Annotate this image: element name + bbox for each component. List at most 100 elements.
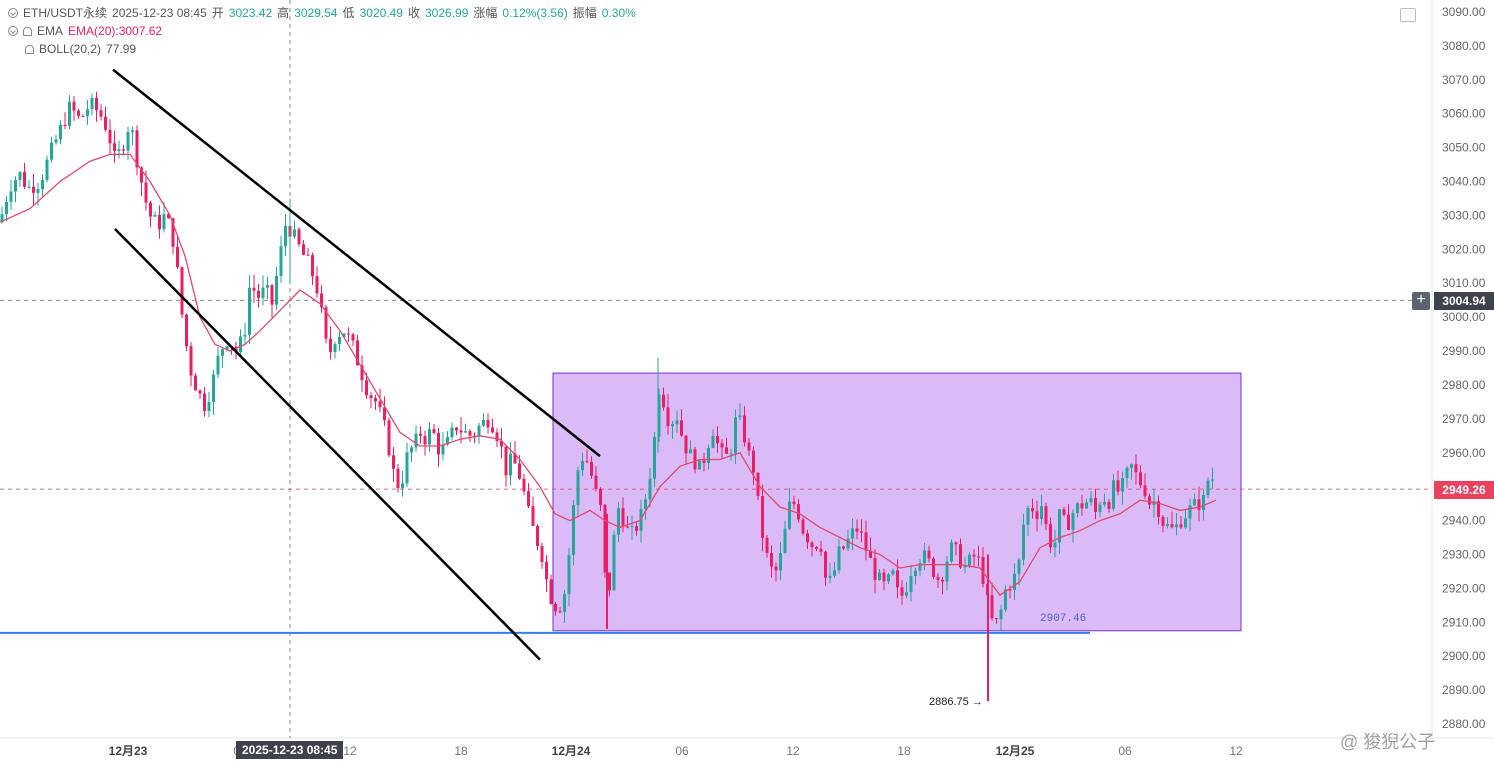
candle-body	[167, 214, 170, 219]
candle-body	[666, 407, 670, 427]
candle-body	[1008, 589, 1012, 591]
candle-body	[1166, 524, 1169, 526]
price-tick-label: 3060.00	[1442, 107, 1486, 121]
candle-body	[806, 533, 809, 543]
candle-body	[437, 433, 440, 455]
candle-body	[95, 97, 98, 111]
candle-body	[545, 561, 548, 580]
candle-body	[536, 525, 539, 547]
candle-body	[311, 255, 314, 277]
price-tick-label: 2880.00	[1442, 717, 1486, 731]
candle-body	[684, 435, 688, 454]
candle-body	[18, 172, 22, 181]
candle-body	[50, 142, 53, 160]
watermark: @ 狻猊公子	[1340, 732, 1436, 752]
candle-body	[833, 570, 836, 576]
candle-body	[221, 349, 224, 356]
candle-body	[716, 435, 719, 444]
candle-body	[1067, 514, 1070, 530]
candle-body	[698, 460, 701, 470]
support-label: 2907.46	[1040, 613, 1086, 625]
price-tick-label: 3080.00	[1442, 39, 1486, 53]
candle-body	[1112, 480, 1115, 509]
time-tick-label: 12月24	[552, 744, 591, 758]
collapse-chevron-icon[interactable]	[8, 26, 18, 36]
candle-body	[842, 546, 845, 549]
candle-body	[725, 447, 728, 454]
candle-body	[1071, 513, 1075, 530]
candle-body	[810, 542, 814, 548]
candle-body	[450, 427, 454, 438]
bell-icon[interactable]	[25, 44, 34, 54]
candle-body	[117, 149, 121, 152]
candle-body	[126, 132, 130, 151]
candle-body	[491, 427, 494, 433]
candle-body	[608, 572, 611, 591]
candle-body	[891, 570, 895, 575]
candle-body	[1139, 472, 1142, 486]
candle-body	[599, 488, 602, 505]
candle-body	[1206, 480, 1210, 496]
candle-body	[86, 109, 89, 117]
candle-body	[860, 531, 863, 533]
close-value: 3026.99	[425, 6, 469, 20]
candle-body	[90, 97, 94, 110]
price-tick-label: 2940.00	[1442, 514, 1486, 528]
candle-body	[752, 450, 755, 473]
candle-body	[747, 442, 751, 451]
candle-body	[365, 380, 368, 396]
candle-body	[1179, 524, 1183, 528]
candle-body	[401, 483, 404, 489]
candle-body	[45, 159, 49, 181]
candle-body	[306, 254, 310, 256]
price-tick-label: 3020.00	[1442, 242, 1486, 256]
candle-body	[477, 425, 481, 436]
candle-body	[338, 336, 341, 345]
candle-body	[1125, 467, 1129, 479]
time-tick-label: 12月25	[996, 744, 1035, 758]
candle-body	[540, 546, 544, 562]
time-tick-label: 12	[343, 744, 357, 758]
candle-body	[626, 526, 629, 528]
high-value: 3029.54	[294, 6, 338, 20]
ema20-line	[0, 153, 1217, 597]
candle-body	[59, 124, 62, 140]
candle-body	[567, 555, 571, 595]
candle-body	[180, 267, 184, 315]
candle-body	[261, 287, 265, 298]
add-alert-plus-icon[interactable]: +	[1412, 292, 1430, 310]
candle-body	[446, 437, 449, 445]
candle-body	[873, 558, 877, 580]
candle-body	[275, 275, 278, 305]
candle-body	[1161, 517, 1165, 526]
candle-body	[819, 548, 823, 552]
price-tick-label: 3050.00	[1442, 141, 1486, 155]
candle-body	[356, 340, 359, 366]
fullscreen-icon[interactable]	[1400, 8, 1416, 22]
collapse-chevron-icon[interactable]	[8, 8, 18, 18]
candle-body	[972, 554, 976, 557]
candle-body	[846, 538, 850, 549]
candle-body	[171, 218, 175, 247]
candle-body	[428, 429, 431, 445]
candle-body	[576, 470, 580, 505]
candle-body	[293, 229, 296, 237]
candle-body	[234, 346, 238, 353]
time-tick-label: 18	[454, 744, 468, 758]
bell-icon[interactable]	[23, 26, 32, 36]
candle-body	[671, 424, 674, 427]
channel-line	[112, 68, 601, 458]
candle-body	[329, 338, 332, 352]
candle-body	[1188, 505, 1192, 519]
price-tick-label: 2890.00	[1442, 683, 1486, 697]
symbol-name: ETH/USDT永续	[23, 6, 108, 20]
open-label: 开	[211, 6, 224, 20]
candle-body	[662, 394, 665, 408]
candle-body	[414, 433, 418, 448]
candle-body	[432, 429, 436, 434]
candle-body	[153, 215, 157, 217]
candle-body	[500, 441, 503, 447]
high-label: 高	[277, 6, 290, 20]
